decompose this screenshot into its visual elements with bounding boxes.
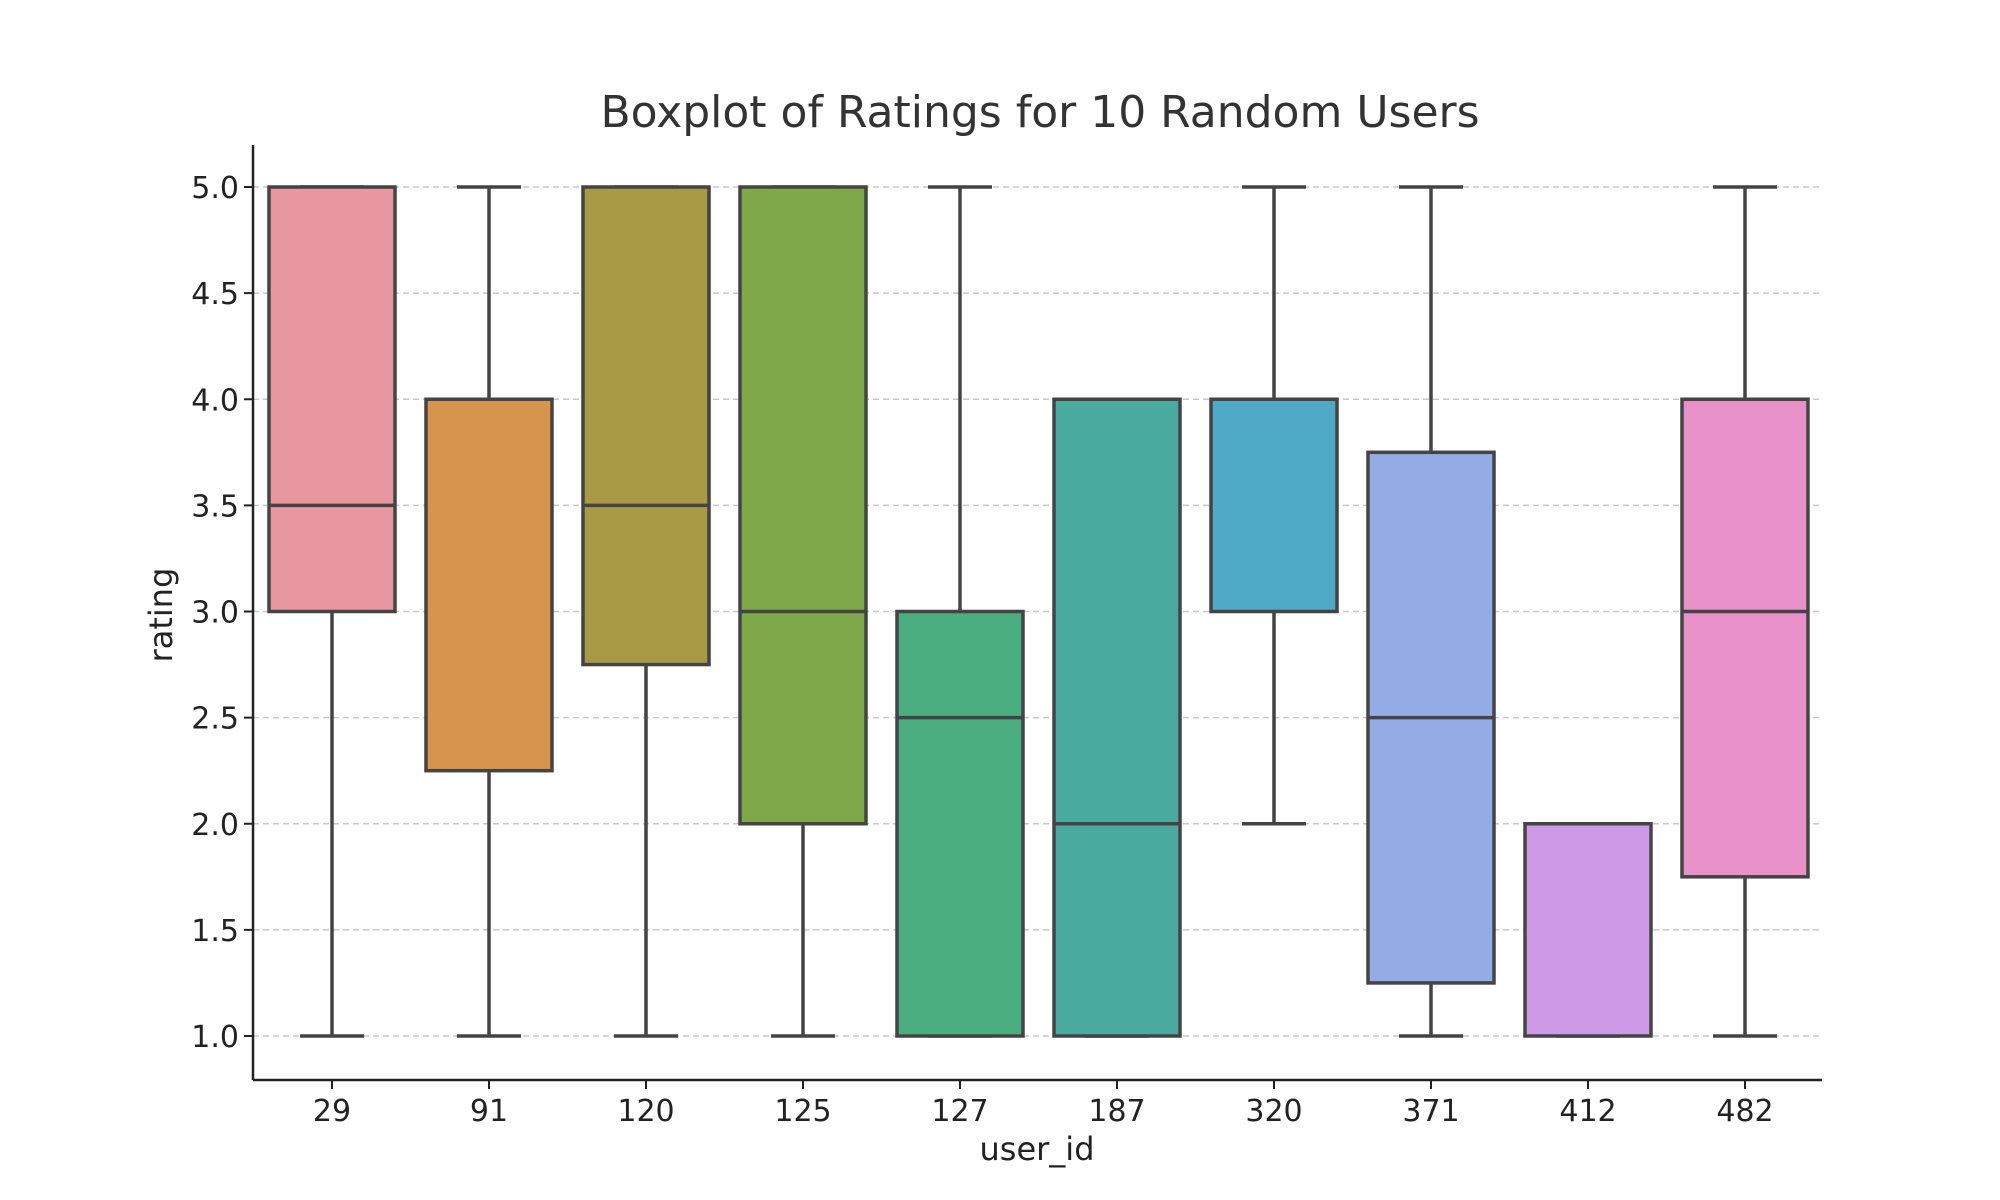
y-tick-label: 3.0: [191, 596, 239, 631]
box-body: [738, 185, 868, 826]
x-tick-label: 91: [470, 1094, 508, 1129]
box-group-user-125: [738, 185, 868, 1038]
box-body: [267, 185, 397, 614]
x-tick-label: 125: [774, 1094, 831, 1129]
ticks-layer: 1.0 1.5 2.0 2.5 3.0 3.5 4.0 4.5 5.0 29 91 120 125 127…: [191, 171, 1773, 1129]
box-group-user-187: [1052, 397, 1182, 1038]
box-group-user-120: [581, 185, 711, 1038]
x-tick-label: 120: [617, 1094, 674, 1129]
box-group-user-91: [424, 185, 554, 1038]
y-tick-label: 3.5: [191, 489, 239, 524]
x-tick-label: 482: [1716, 1094, 1773, 1129]
box-group-user-320: [1209, 185, 1339, 826]
box-body: [1209, 397, 1339, 614]
box-group-user-371: [1366, 185, 1496, 1038]
box-body: [895, 609, 1025, 1038]
x-tick-label: 29: [313, 1094, 351, 1129]
box-group-user-482: [1680, 185, 1810, 1038]
x-tick-label: 320: [1245, 1094, 1302, 1129]
box-body: [424, 397, 554, 773]
y-tick-label: 2.0: [191, 808, 239, 843]
x-tick-label: 412: [1559, 1094, 1616, 1129]
box-group-user-29: [267, 185, 397, 1038]
box-body: [1052, 397, 1182, 1038]
chart-title: Boxplot of Ratings for 10 Random Users: [600, 87, 1479, 138]
y-tick-label: 1.0: [191, 1020, 239, 1055]
y-axis-label: rating: [142, 568, 180, 663]
y-tick-label: 2.5: [191, 702, 239, 737]
y-tick-label: 4.0: [191, 383, 239, 418]
x-tick-label: 371: [1402, 1094, 1459, 1129]
y-tick-label: 5.0: [191, 171, 239, 206]
box-body: [1523, 822, 1653, 1038]
box-body: [581, 185, 711, 667]
box-body: [1680, 397, 1810, 879]
box-group-user-127: [895, 185, 1025, 1038]
boxes-layer: [267, 185, 1810, 1038]
y-tick-label: 1.5: [191, 914, 239, 949]
x-tick-label: 187: [1088, 1094, 1145, 1129]
y-tick-label: 4.5: [191, 277, 239, 312]
x-tick-label: 127: [931, 1094, 988, 1129]
x-axis-label: user_id: [980, 1130, 1095, 1168]
box-group-user-412: [1523, 822, 1653, 1038]
